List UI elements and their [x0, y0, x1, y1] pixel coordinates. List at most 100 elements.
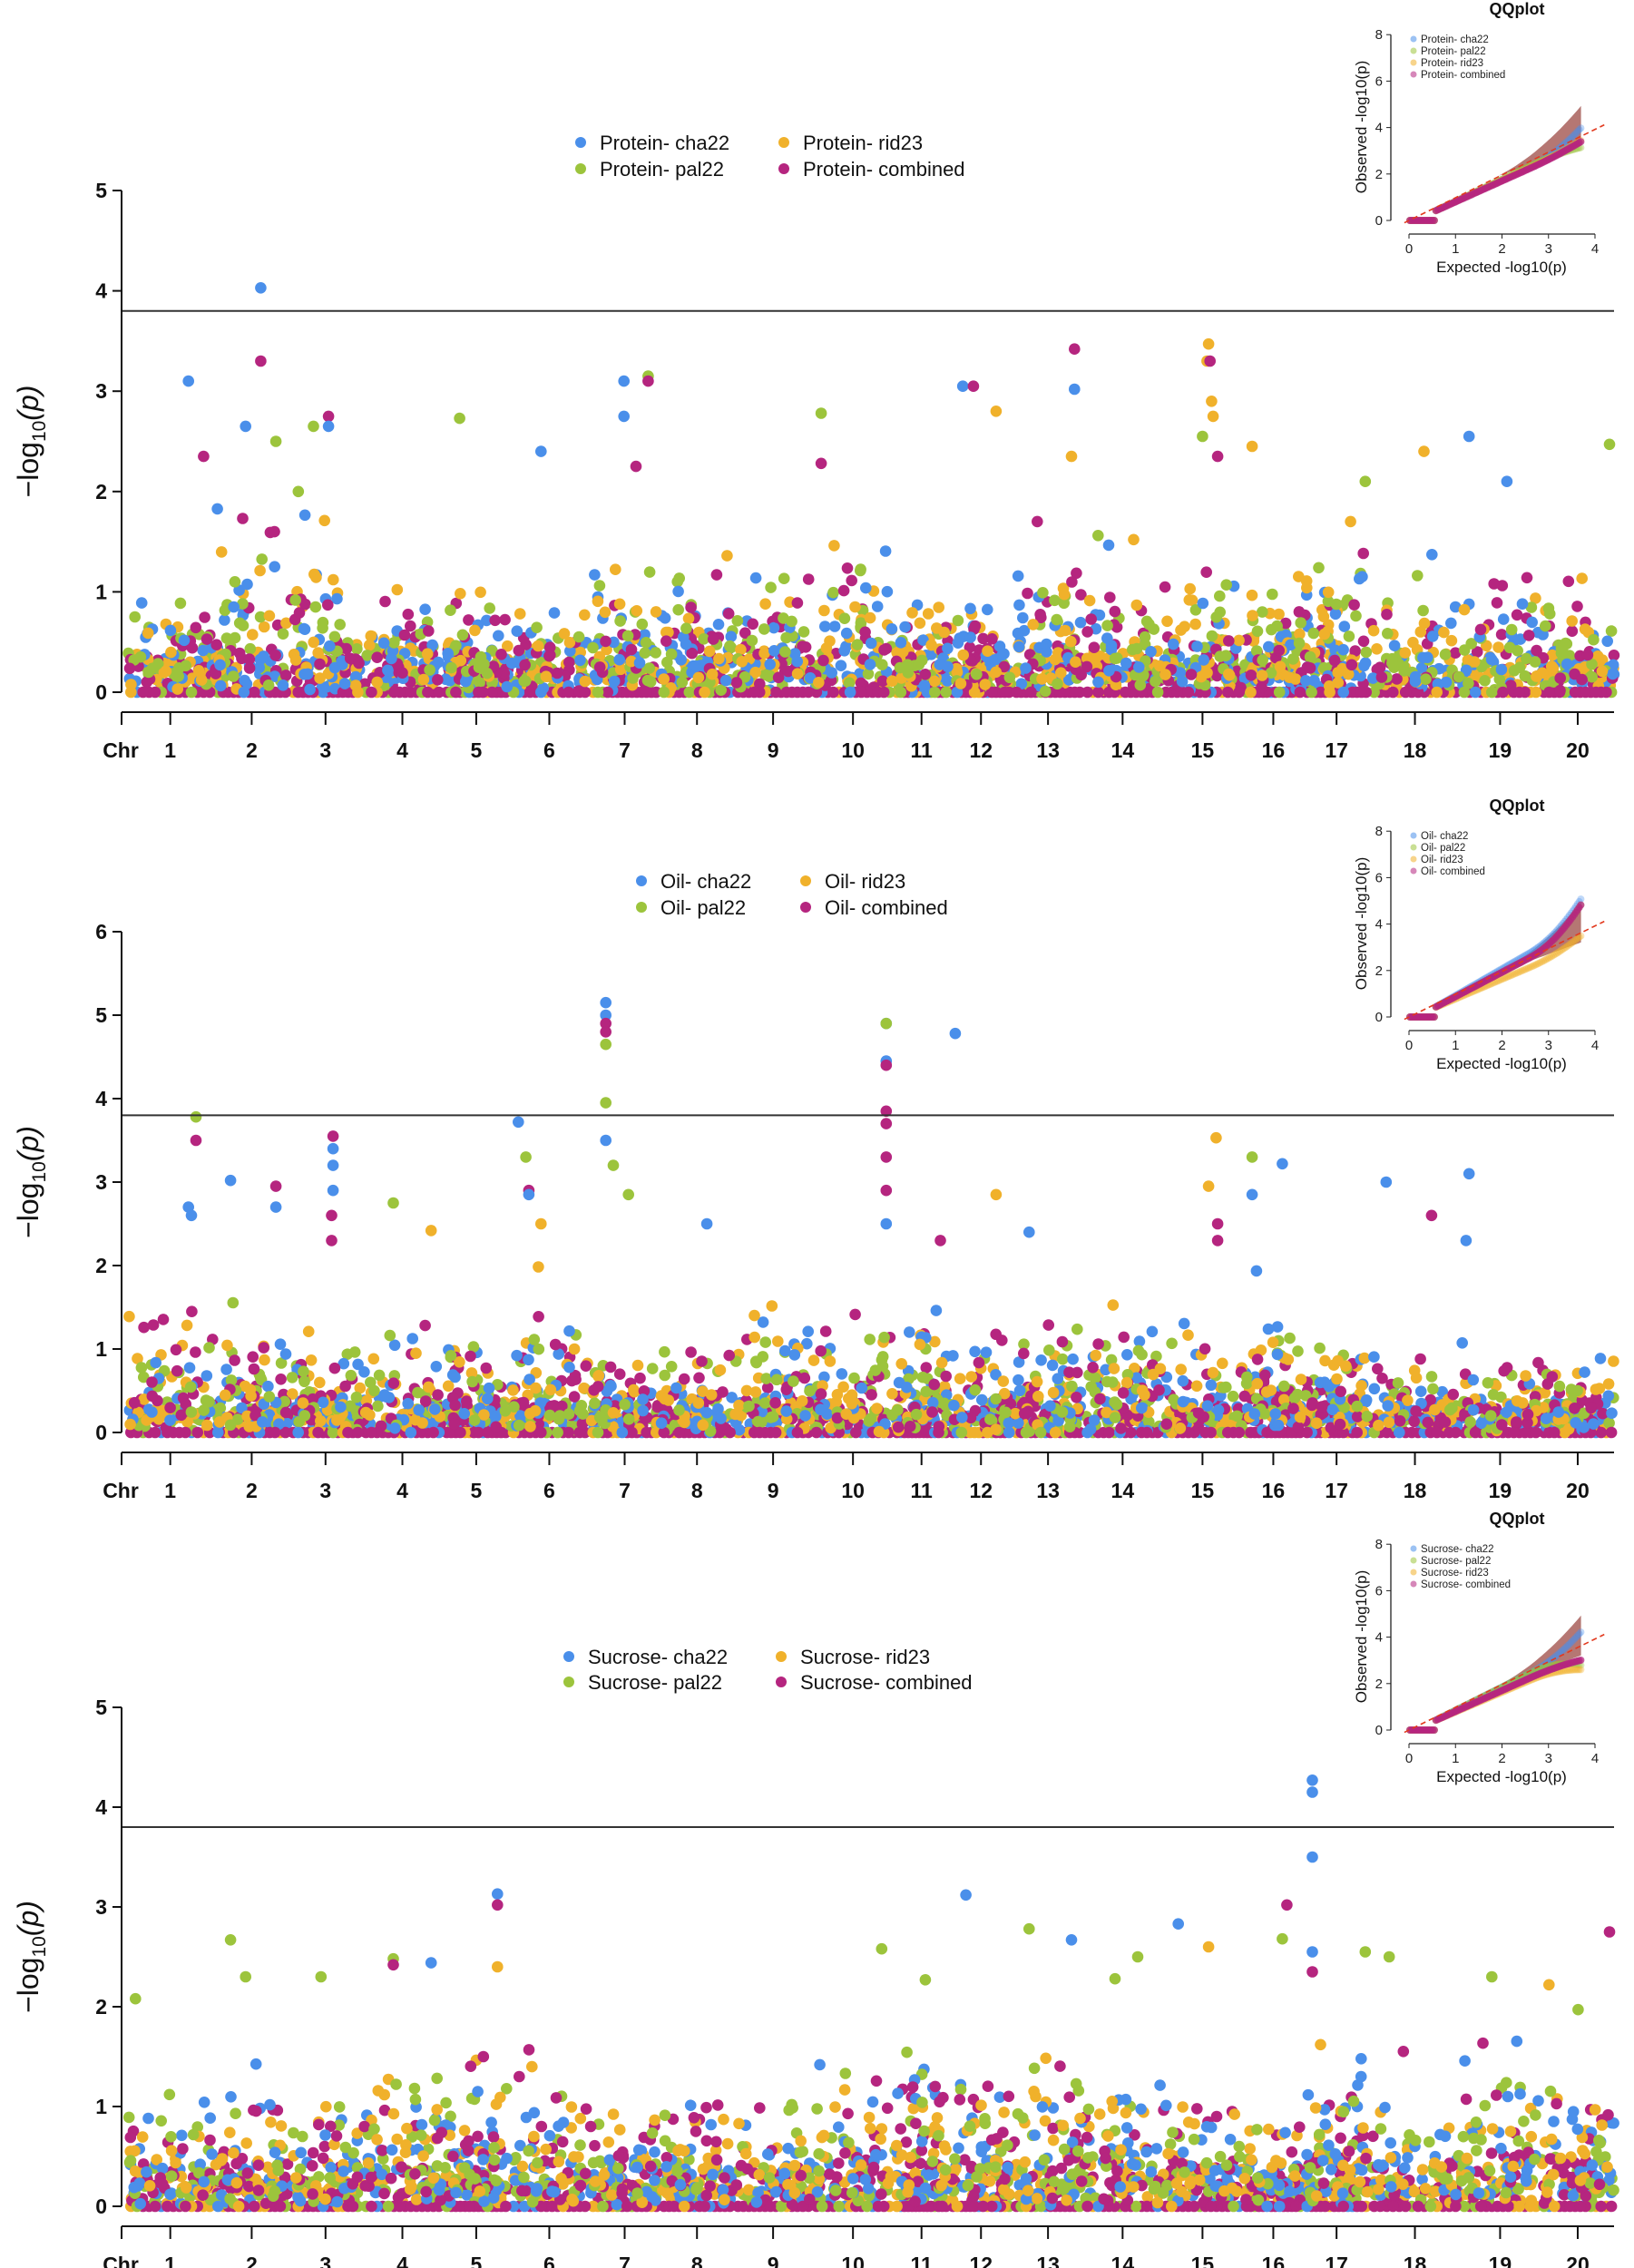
point-protein-combined — [353, 657, 365, 670]
point-protein-combined — [630, 460, 642, 473]
point-protein-rid23 — [160, 665, 172, 678]
point-protein-pal22 — [237, 620, 250, 631]
point-protein-rid23 — [1159, 669, 1171, 680]
point-oil-pal22 — [1553, 1380, 1566, 1393]
point-oil-rid23 — [1520, 1370, 1531, 1382]
point-oil-cha22 — [836, 1368, 848, 1380]
point-protein-rid23 — [1289, 673, 1302, 685]
point-oil-rid23 — [367, 1353, 380, 1365]
point-protein-pal22 — [174, 597, 187, 610]
point-protein-rid23 — [1492, 641, 1504, 653]
point-oil-rid23 — [1408, 1364, 1421, 1376]
point-protein-cha22 — [680, 638, 692, 650]
point-oil-combined — [229, 1354, 240, 1366]
point-oil-cha22 — [1035, 1354, 1047, 1366]
point-protein-pal22 — [650, 647, 661, 659]
point-protein-rid23 — [1189, 618, 1201, 631]
point-oil-cha22 — [712, 1403, 724, 1415]
point-oil-combined — [678, 1373, 690, 1385]
point-protein-rid23 — [914, 617, 926, 630]
point-protein-combined — [641, 686, 652, 699]
point-protein-cha22 — [964, 602, 976, 615]
point-oil-rid23 — [314, 1376, 326, 1389]
point-protein-pal22 — [269, 435, 282, 447]
point-protein-cha22 — [1601, 635, 1613, 648]
point-oil-cha22 — [1013, 1374, 1024, 1386]
point-protein-rid23 — [475, 586, 486, 599]
point-protein-rid23 — [558, 628, 571, 640]
point-oil-combined — [815, 1344, 827, 1357]
point-protein-combined — [815, 457, 827, 470]
point-protein-rid23 — [254, 564, 266, 577]
point-oil-combined — [819, 1325, 832, 1337]
point-protein-combined — [1349, 645, 1361, 657]
point-protein-pal22 — [1197, 430, 1208, 443]
point-protein-rid23 — [818, 604, 830, 617]
point-oil-combined — [1605, 1426, 1618, 1439]
qq-y-tick-label: 6 — [1375, 73, 1383, 89]
point-protein-combined — [322, 599, 334, 611]
point-oil-cha22 — [976, 1393, 988, 1406]
point-oil-pal22 — [1218, 1382, 1229, 1393]
qq-legend-marker — [1410, 71, 1417, 78]
point-protein-combined — [1543, 686, 1555, 699]
point-protein-combined — [1399, 686, 1412, 699]
point-protein-cha22 — [241, 578, 253, 591]
point-protein-cha22 — [1101, 632, 1113, 644]
point-protein-pal22 — [1307, 627, 1320, 640]
point-protein-pal22 — [1463, 678, 1474, 689]
point-protein-cha22 — [659, 612, 671, 624]
point-oil-rid23 — [1090, 1349, 1101, 1362]
point-protein-combined — [1075, 589, 1087, 601]
point-protein-cha22 — [1020, 662, 1032, 674]
point-protein-rid23 — [258, 621, 270, 633]
point-oil-cha22 — [523, 1354, 534, 1366]
point-protein-pal22 — [1306, 686, 1317, 699]
point-protein-rid23 — [1130, 599, 1143, 611]
point-protein-pal22 — [262, 679, 275, 691]
point-protein-pal22 — [952, 614, 964, 627]
point-oil-combined — [1408, 1415, 1420, 1428]
point-protein-pal22 — [929, 686, 941, 699]
point-oil-pal22 — [184, 1381, 197, 1393]
point-protein-pal22 — [1257, 654, 1268, 666]
point-protein-cha22 — [618, 375, 630, 387]
point-protein-pal22 — [746, 634, 758, 647]
point-protein-pal22 — [185, 686, 198, 699]
point-protein-combined — [1495, 629, 1508, 640]
point-protein-rid23 — [1128, 533, 1140, 546]
point-protein-pal22 — [780, 631, 792, 644]
point-oil-rid23 — [631, 1359, 644, 1372]
point-oil-pal22 — [1240, 1377, 1253, 1390]
point-protein-combined — [1273, 644, 1285, 657]
point-protein-cha22 — [1300, 675, 1312, 687]
point-protein-combined — [201, 633, 213, 645]
point-protein-combined — [463, 614, 475, 626]
qq-y-tick-label: 8 — [1375, 27, 1383, 43]
point-protein-rid23 — [142, 627, 154, 640]
point-protein-combined — [198, 450, 210, 463]
point-protein-rid23 — [1256, 670, 1268, 681]
point-protein-pal22 — [1555, 642, 1568, 655]
point-protein-rid23 — [933, 601, 944, 613]
point-oil-pal22 — [372, 1400, 384, 1413]
point-oil-pal22 — [1043, 1344, 1055, 1356]
point-protein-combined — [519, 659, 531, 671]
point-oil-pal22 — [1482, 1377, 1494, 1389]
point-protein-combined — [1025, 686, 1037, 699]
point-protein-rid23 — [1027, 619, 1039, 631]
point-protein-cha22 — [1356, 571, 1368, 582]
point-protein-cha22 — [442, 648, 455, 660]
point-protein-combined — [379, 595, 391, 608]
point-protein-combined — [817, 654, 829, 667]
point-protein-rid23 — [736, 656, 749, 668]
point-protein-pal22 — [1458, 644, 1471, 656]
point-oil-combined — [1569, 1403, 1580, 1414]
point-protein-pal22 — [1543, 608, 1556, 620]
point-protein-rid23 — [1201, 667, 1213, 679]
point-oil-cha22 — [856, 1382, 868, 1394]
point-protein-rid23 — [592, 595, 604, 608]
point-protein-cha22 — [1497, 613, 1510, 625]
qq-legend-label: Protein- combined — [1421, 70, 1505, 81]
point-protein-combined — [769, 686, 782, 699]
